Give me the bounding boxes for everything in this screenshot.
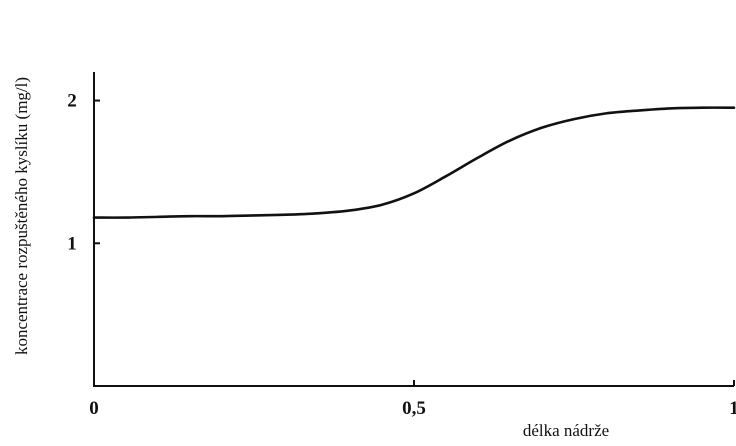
- series-line: [92, 106, 736, 219]
- x-tick-label: 0: [89, 398, 99, 419]
- axes: [93, 72, 734, 387]
- x-axis-title: délka nádrže: [523, 421, 609, 440]
- y-axis-title: koncentrace rozpuštěného kyslíku (mg/l): [12, 77, 31, 355]
- y-tick-label: 1: [67, 233, 77, 254]
- ticks: 0 0,5 1 1 2: [67, 91, 736, 419]
- y-tick-label: 2: [67, 91, 77, 112]
- x-tick-label: 0,5: [402, 398, 426, 419]
- series: [92, 106, 736, 219]
- x-tick-label: 1: [729, 398, 736, 419]
